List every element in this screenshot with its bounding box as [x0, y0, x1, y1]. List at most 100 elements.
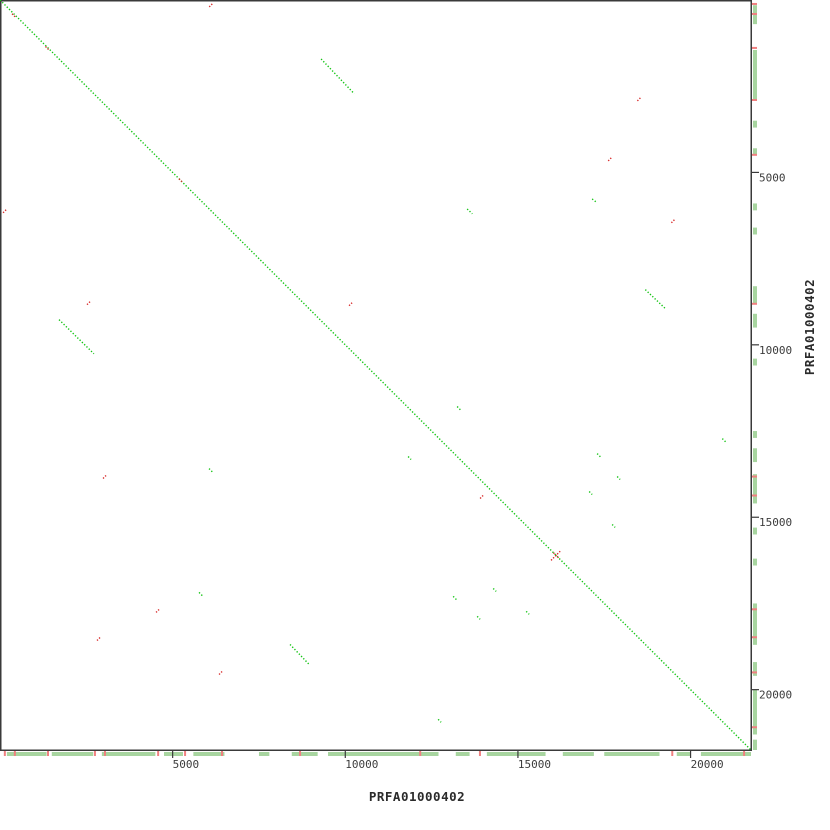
- forward-match: [644, 289, 666, 310]
- y-axis-coverage-band: [753, 148, 757, 155]
- forward-match: [466, 208, 473, 215]
- x-axis-band-red-tick: [221, 751, 224, 756]
- diagonal-red-mark: [45, 46, 50, 51]
- forward-match: [289, 643, 310, 665]
- x-axis-tick-label: 20000: [691, 758, 724, 771]
- forward-match: [407, 456, 412, 460]
- x-axis-coverage-band: [164, 752, 184, 756]
- forward-match: [721, 438, 727, 444]
- x-axis-tick-label: 10000: [345, 758, 378, 771]
- x-axis-coverage-band: [676, 752, 691, 756]
- y-axis-coverage-band: [753, 227, 757, 235]
- forward-match: [596, 453, 602, 459]
- x-axis-band-red-tick: [103, 751, 106, 756]
- x-axis-band-red-tick: [743, 751, 746, 756]
- reverse-match: [208, 2, 214, 8]
- diagonal-red-mark: [11, 13, 16, 18]
- x-axis-coverage-band: [455, 752, 470, 756]
- forward-match: [588, 491, 593, 495]
- diagonal-red-mark: [553, 552, 560, 559]
- forward-match: [525, 610, 530, 615]
- y-axis-band-red-tick: [752, 46, 757, 49]
- forward-match: [611, 523, 616, 528]
- reverse-match: [96, 636, 102, 642]
- y-axis-tick-label: 10000: [759, 344, 792, 357]
- y-axis-band-red-tick: [752, 608, 757, 611]
- y-axis-coverage-band: [753, 286, 757, 304]
- x-axis-title: PRFA01000402: [369, 789, 465, 804]
- reverse-match: [2, 208, 8, 214]
- y-axis-coverage-band: [753, 448, 757, 463]
- y-axis-coverage-band: [753, 120, 757, 128]
- x-axis-coverage-band: [700, 752, 751, 756]
- forward-match: [320, 58, 355, 95]
- forward-match: [58, 319, 95, 355]
- reverse-match: [155, 607, 161, 613]
- forward-match: [208, 468, 214, 474]
- y-axis-tick-label: 15000: [759, 516, 792, 529]
- y-axis-coverage-band: [753, 50, 757, 100]
- y-axis-coverage-band: [753, 431, 757, 438]
- forward-match: [198, 591, 204, 597]
- x-axis-coverage-band: [6, 752, 47, 756]
- y-axis-coverage-band: [753, 558, 757, 566]
- x-axis-band-red-tick: [299, 751, 302, 756]
- y-axis-coverage-band: [753, 739, 757, 750]
- y-axis-coverage-band: [753, 474, 757, 504]
- forward-match: [591, 198, 598, 204]
- x-axis-coverage-band: [291, 752, 318, 756]
- x-axis-coverage-band: [51, 752, 94, 756]
- reverse-match: [479, 493, 485, 499]
- forward-match: [452, 595, 458, 601]
- y-axis-band-red-tick: [752, 494, 757, 497]
- reverse-match: [102, 473, 108, 479]
- y-axis-coverage-band: [753, 689, 757, 735]
- reverse-match: [86, 300, 92, 306]
- y-axis-band-red-tick: [752, 153, 757, 156]
- x-axis-band-red-tick: [671, 751, 674, 756]
- x-axis-coverage-band: [604, 752, 660, 756]
- main-diagonal: [0, 0, 752, 751]
- x-axis-tick-label: 5000: [173, 758, 200, 771]
- y-axis-coverage-band: [753, 603, 757, 645]
- y-axis-band-red-tick: [752, 671, 757, 674]
- reverse-match: [218, 670, 224, 675]
- x-axis-coverage-band: [193, 752, 225, 756]
- y-axis-band-red-tick: [752, 99, 757, 101]
- x-axis-band-red-tick: [93, 751, 96, 756]
- x-axis-band-red-tick: [478, 751, 481, 756]
- y-axis-band-red-tick: [752, 636, 757, 639]
- y-axis-title: PRFA01000402: [802, 279, 817, 375]
- forward-match: [476, 615, 481, 620]
- x-axis-band-red-tick: [419, 751, 422, 756]
- plot-frame: [0, 0, 752, 751]
- reverse-match: [348, 301, 354, 307]
- x-axis-band-red-tick: [184, 751, 187, 756]
- y-axis-band-red-tick: [752, 475, 757, 478]
- x-axis-coverage-band: [486, 752, 546, 756]
- forward-match: [492, 587, 497, 592]
- y-axis-coverage-band: [753, 313, 757, 328]
- x-axis-band-red-tick: [3, 751, 6, 756]
- x-axis-coverage-band: [328, 752, 439, 756]
- diagonal-red-mark: [178, 178, 183, 183]
- reverse-match: [607, 156, 613, 162]
- forward-match: [456, 406, 462, 412]
- x-axis-tick-label: 15000: [518, 758, 551, 771]
- reverse-match: [670, 218, 676, 224]
- x-axis-band-red-tick: [13, 751, 16, 756]
- y-axis-coverage-band: [753, 662, 757, 676]
- x-axis-coverage-band: [258, 752, 270, 756]
- y-axis-band-red-tick: [752, 12, 757, 15]
- x-axis-coverage-band: [562, 752, 594, 756]
- y-axis-tick-label: 20000: [759, 689, 792, 702]
- reverse-match: [636, 96, 642, 102]
- forward-match: [437, 718, 442, 723]
- forward-match: [616, 476, 621, 480]
- y-axis-coverage-band: [753, 527, 757, 535]
- y-axis-coverage-band: [753, 203, 757, 211]
- x-axis-band-red-tick: [157, 751, 160, 756]
- y-axis-tick-label: 5000: [759, 171, 786, 184]
